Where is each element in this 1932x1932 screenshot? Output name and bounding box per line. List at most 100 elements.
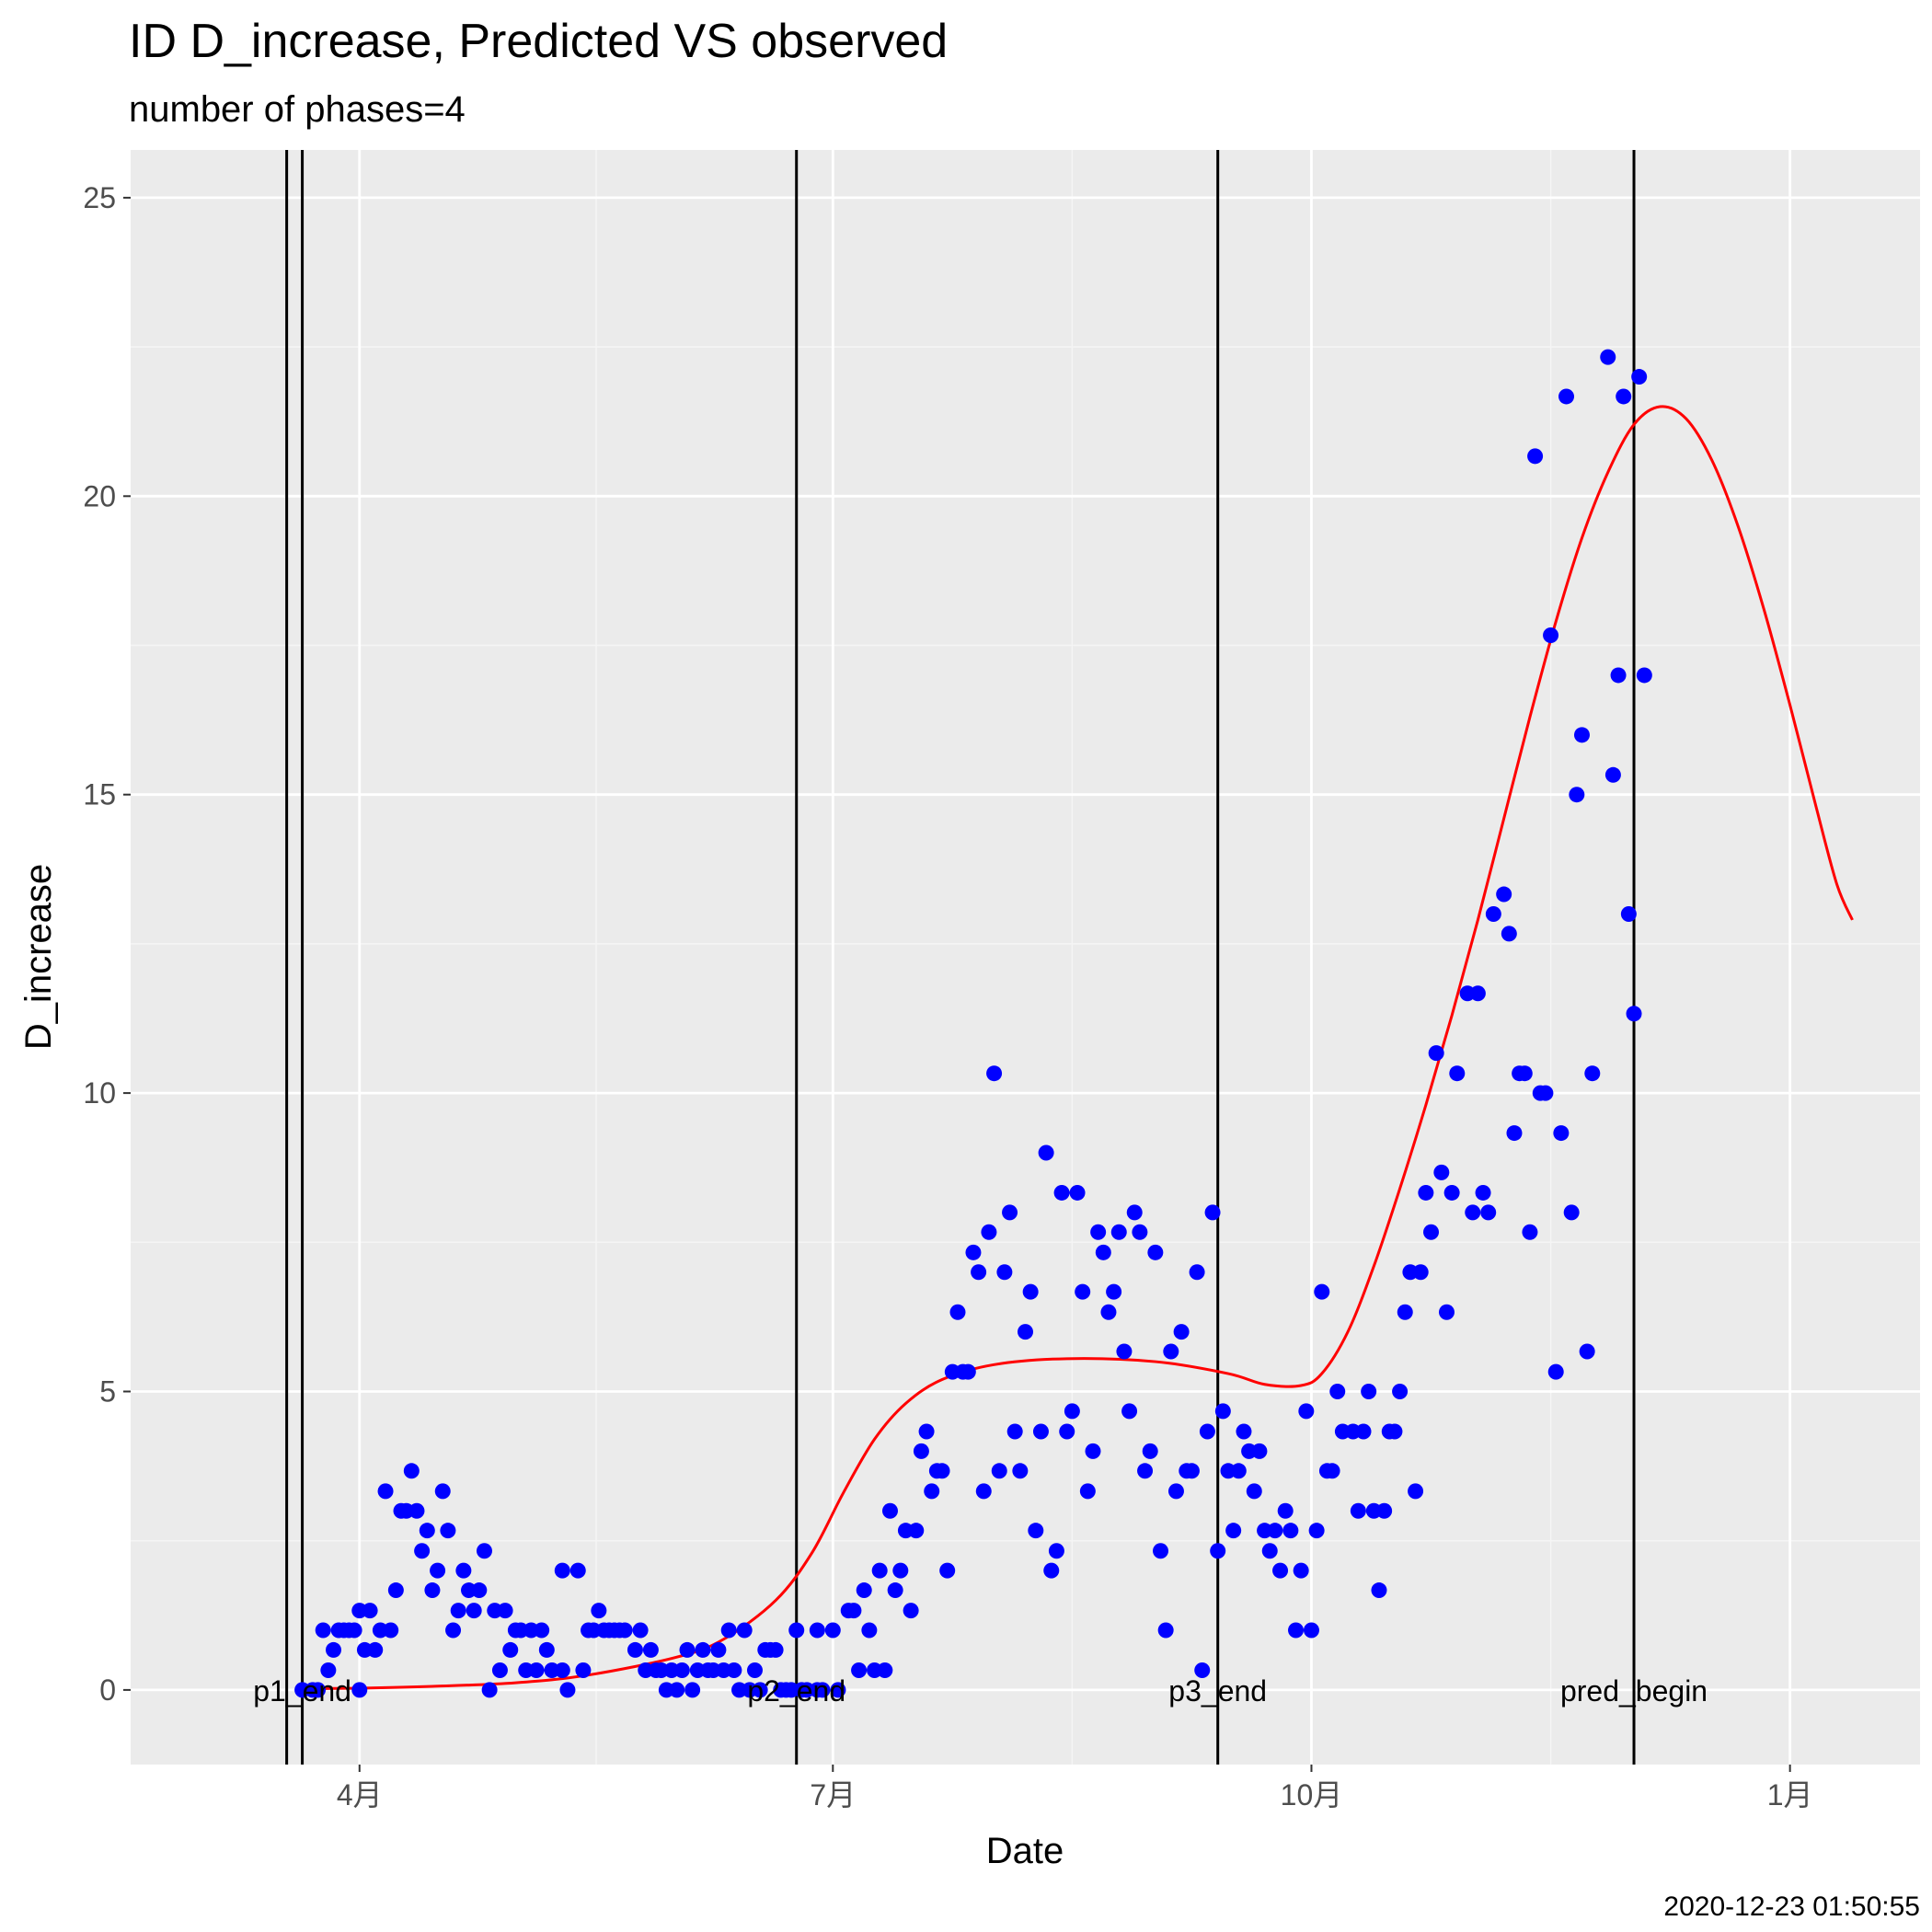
data-point <box>1386 1423 1403 1440</box>
data-point <box>1116 1343 1133 1360</box>
phase-label: p1_end <box>253 1674 351 1708</box>
data-point <box>986 1065 1003 1082</box>
data-point <box>1408 1483 1424 1500</box>
data-point <box>1376 1502 1393 1519</box>
data-point <box>892 1562 909 1579</box>
data-point <box>1153 1543 1169 1559</box>
x-tick-label: 7月 <box>810 1778 856 1811</box>
data-point <box>908 1523 925 1539</box>
data-point <box>367 1641 384 1658</box>
data-point <box>1433 1164 1450 1180</box>
data-point <box>1553 1125 1570 1142</box>
data-point <box>881 1502 898 1519</box>
data-point <box>767 1641 784 1658</box>
data-point <box>861 1622 878 1639</box>
data-point <box>1449 1065 1466 1082</box>
data-point <box>450 1603 466 1619</box>
data-point <box>1418 1184 1434 1201</box>
data-point <box>1438 1304 1455 1320</box>
data-point <box>1392 1384 1409 1400</box>
data-point <box>554 1662 570 1678</box>
data-point <box>830 1682 846 1698</box>
data-point <box>1573 727 1590 743</box>
data-point <box>403 1463 420 1479</box>
phase-lines <box>285 150 1636 1765</box>
data-point <box>1600 349 1616 365</box>
data-point <box>1002 1204 1018 1221</box>
data-point <box>1563 1204 1580 1221</box>
data-point <box>383 1622 399 1639</box>
data-point <box>1558 388 1575 405</box>
data-point <box>913 1443 929 1459</box>
data-point <box>320 1662 337 1678</box>
data-point <box>419 1523 435 1539</box>
data-point <box>720 1622 737 1639</box>
data-point <box>1324 1463 1340 1479</box>
data-point <box>788 1622 805 1639</box>
data-point <box>1465 1204 1481 1221</box>
data-point <box>975 1483 992 1500</box>
data-point <box>1095 1244 1111 1260</box>
data-point <box>1085 1443 1101 1459</box>
data-point <box>481 1682 498 1698</box>
data-point <box>559 1682 576 1698</box>
data-point <box>1428 1045 1444 1062</box>
data-point <box>1620 905 1637 922</box>
data-point <box>1053 1184 1070 1201</box>
data-point <box>440 1523 456 1539</box>
data-point <box>856 1582 872 1599</box>
data-point <box>414 1543 431 1559</box>
chart-title: ID D_increase, Predicted VS observed <box>129 15 948 68</box>
data-point <box>497 1603 513 1619</box>
data-point <box>1100 1304 1117 1320</box>
data-point <box>1543 627 1559 643</box>
data-point <box>1501 926 1517 942</box>
fit-curve <box>302 405 1854 1691</box>
data-point <box>1048 1543 1064 1559</box>
data-point <box>1064 1403 1080 1420</box>
data-point <box>632 1622 649 1639</box>
phase-label: p2_end <box>747 1674 845 1708</box>
data-point <box>315 1622 331 1639</box>
data-point <box>1167 1483 1184 1500</box>
data-point <box>1194 1662 1211 1678</box>
data-point <box>746 1662 763 1678</box>
y-tick-label: 10 <box>83 1076 116 1110</box>
data-point <box>1059 1423 1075 1440</box>
data-point <box>1626 1006 1642 1022</box>
data-point <box>1397 1304 1413 1320</box>
data-point <box>591 1603 607 1619</box>
data-point <box>1584 1065 1601 1082</box>
data-point <box>1361 1384 1377 1400</box>
data-point <box>1251 1443 1268 1459</box>
data-point <box>1018 1324 1033 1340</box>
data-point <box>534 1622 550 1639</box>
data-point <box>669 1682 685 1698</box>
phase-labels: p1_end p2_end p3_end pred_begin <box>253 1674 1708 1708</box>
data-point <box>1288 1622 1305 1639</box>
data-point <box>971 1264 987 1281</box>
data-point <box>502 1641 519 1658</box>
data-point <box>965 1244 982 1260</box>
data-point <box>684 1682 701 1698</box>
data-point <box>1293 1562 1309 1579</box>
data-point <box>554 1562 570 1579</box>
observed-points <box>294 349 1652 1698</box>
data-point <box>903 1603 919 1619</box>
data-point <box>362 1603 378 1619</box>
data-point <box>752 1682 768 1698</box>
chart-subtitle: number of phases=4 <box>129 89 466 130</box>
data-point <box>851 1662 868 1678</box>
data-point <box>377 1483 394 1500</box>
y-tick-label: 15 <box>83 778 116 811</box>
data-point <box>408 1502 425 1519</box>
data-point <box>1163 1343 1179 1360</box>
data-point <box>1261 1543 1278 1559</box>
data-point <box>1189 1264 1205 1281</box>
x-tick-label: 4月 <box>337 1778 383 1811</box>
data-point <box>1308 1523 1325 1539</box>
data-point <box>1137 1463 1154 1479</box>
data-point <box>1079 1483 1096 1500</box>
data-point <box>1126 1204 1143 1221</box>
